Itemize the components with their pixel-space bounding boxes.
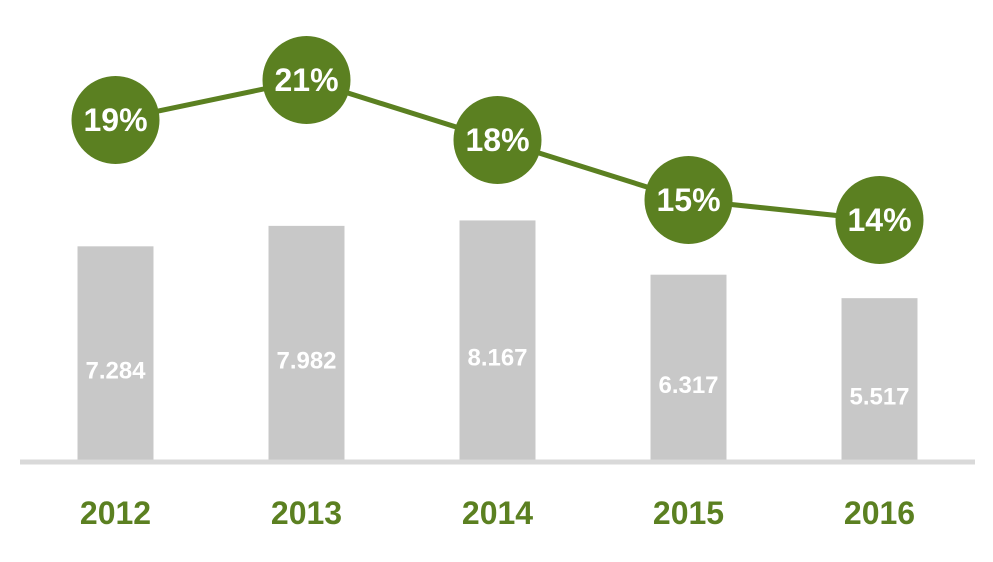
bar-value-label: 5.517 — [849, 384, 909, 411]
x-tick-label: 2012 — [80, 495, 151, 531]
line-value-label: 18% — [465, 122, 529, 158]
line-value-label: 21% — [274, 62, 338, 98]
line-value-label: 19% — [83, 102, 147, 138]
x-tick-label: 2015 — [653, 495, 724, 531]
line-marker — [835, 176, 924, 264]
bar — [77, 246, 154, 460]
x-tick-label: 2016 — [844, 495, 915, 531]
bar-value-label: 7.982 — [276, 347, 336, 374]
line-marker — [644, 156, 733, 244]
line-marker — [262, 36, 351, 124]
bar-value-label: 7.284 — [85, 358, 146, 385]
x-tick-label: 2014 — [462, 495, 533, 531]
x-tick-label: 2013 — [271, 495, 342, 531]
bar-value-label: 8.167 — [467, 345, 527, 372]
line-marker — [71, 76, 160, 164]
line-value-label: 14% — [847, 202, 911, 238]
line-marker — [453, 96, 542, 184]
bar — [459, 220, 536, 460]
line-value-label: 15% — [656, 182, 720, 218]
bar-value-label: 6.317 — [658, 372, 718, 399]
bar — [650, 274, 727, 460]
bar — [268, 225, 345, 460]
bar — [841, 298, 918, 460]
